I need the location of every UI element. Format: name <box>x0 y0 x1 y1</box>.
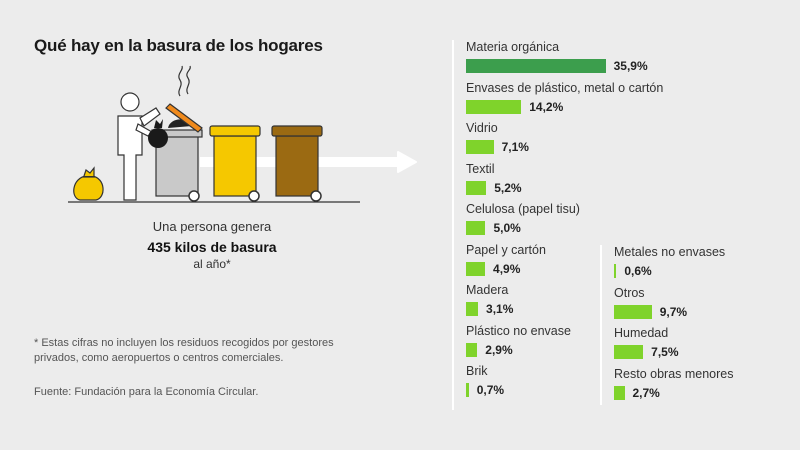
value-label: 35,9% <box>613 59 648 73</box>
arrow-head-icon <box>397 151 417 173</box>
grey-bin-icon <box>151 103 203 202</box>
yellow-bin-icon <box>209 125 261 202</box>
black-bag-icon <box>148 119 168 148</box>
bar-row: Textil 5,2% <box>452 162 782 196</box>
category-label: Humedad <box>614 326 669 340</box>
bar-row: Materia orgánica 35,9% <box>452 40 782 74</box>
category-label: Resto obras menores <box>614 366 734 381</box>
bar <box>466 180 487 195</box>
yellow-bag-icon <box>73 166 104 201</box>
value-label: 5,2% <box>494 180 522 195</box>
column-divider <box>600 245 602 405</box>
category-label: Metales no envases <box>614 245 726 259</box>
bar <box>614 385 625 400</box>
bar <box>466 99 522 114</box>
bar-row: Humedad 7,5% <box>600 326 780 360</box>
value-label: 7,5% <box>651 345 679 359</box>
bar <box>614 345 644 359</box>
category-label: Brik <box>466 364 488 378</box>
category-label: Papel y cartón <box>466 242 546 257</box>
stat-intro: Una persona genera <box>152 219 272 234</box>
category-label: Otros <box>614 285 645 300</box>
bar-row: Celulosa (papel tisu) 5,0% <box>452 202 782 236</box>
category-label: Envases de plástico, metal o cartón <box>466 80 664 95</box>
category-label: Madera <box>466 283 509 297</box>
category-label: Celulosa (papel tisu) <box>466 202 580 216</box>
bar-row: Vidrio 7,1% <box>452 121 782 155</box>
person-icon <box>117 92 161 201</box>
category-label: Textil <box>466 161 495 176</box>
value-label: 9,7% <box>659 304 688 319</box>
bar-row: Brik 0,7% <box>452 364 782 398</box>
value-label: 5,0% <box>493 221 521 235</box>
category-label: Materia orgánica <box>466 40 560 54</box>
bar-row: Otros 9,7% <box>600 286 780 320</box>
brown-bin-icon <box>271 125 323 202</box>
bar-row: Metales no envases 0,6% <box>600 245 780 279</box>
category-label: Vidrio <box>466 121 498 135</box>
bar-row: Papel y cartón 4,9% <box>452 243 782 277</box>
smell-lines-icon <box>178 65 191 97</box>
bar <box>466 261 486 276</box>
bar-row: Plástico no envase 2,9% <box>452 324 782 358</box>
value-label: 3,1% <box>486 302 514 316</box>
bar <box>466 342 478 357</box>
category-label: Plástico no envase <box>466 323 571 338</box>
bar-row: Resto obras menores 2,7% <box>600 367 780 401</box>
value-label: 0,6% <box>624 264 652 278</box>
trash-illustration <box>68 65 417 203</box>
column-divider <box>452 40 454 410</box>
source-note: Fuente: Fundación para la Economía Circu… <box>34 386 259 398</box>
waste-composition-chart: Materia orgánica 35,9% Envases de plástico… <box>452 40 782 410</box>
bar <box>466 302 479 316</box>
bar <box>614 264 617 278</box>
value-label: 7,1% <box>501 140 529 154</box>
stat-period: al año* <box>193 257 231 271</box>
bar <box>614 304 652 319</box>
value-label: 4,9% <box>493 261 521 276</box>
illustration-panel: Qué hay en la basura de los hogares <box>34 36 417 398</box>
bar-row: Madera 3,1% <box>452 283 782 317</box>
bar <box>466 140 494 154</box>
value-label: 2,7% <box>632 385 660 400</box>
value-label: 0,7% <box>476 383 505 397</box>
stat-highlight: 435 kilos de basura <box>147 239 277 255</box>
bar <box>466 221 486 235</box>
value-label: 2,9% <box>485 342 513 357</box>
bar <box>466 59 606 73</box>
value-label: 14,2% <box>529 99 564 114</box>
bar <box>466 383 469 397</box>
page-title: Qué hay en la basura de los hogares <box>34 36 323 55</box>
bar-row: Envases de plástico, metal o cartón 14,2% <box>452 81 782 115</box>
footnote: * Estas cifras no incluyen los residuos … <box>34 337 334 364</box>
